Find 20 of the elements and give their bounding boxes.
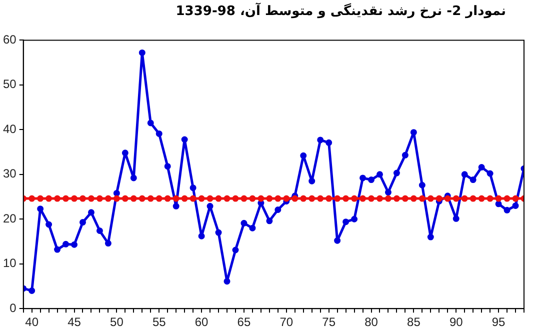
y-tick-label: 0 [10, 300, 17, 315]
x-tick-label: 55 [152, 315, 166, 330]
y-tick-label: 20 [2, 211, 17, 226]
y-tick-label: 10 [2, 256, 17, 270]
y-tick-label: 50 [2, 77, 17, 92]
x-tick-label: 65 [237, 315, 251, 330]
y-tick-label: 40 [2, 122, 17, 136]
x-tick-label: 80 [364, 315, 378, 330]
x-tick-label: 85 [407, 315, 421, 330]
chart-title: نمودار 2- نرخ رشد نقدینگی و متوسط آن، 98-1339 [176, 4, 506, 19]
x-tick-label: 90 [449, 315, 464, 330]
y-tick-label: 30 [2, 166, 17, 181]
x-tick-label: 95 [492, 315, 506, 330]
x-tick-label: 45 [68, 315, 82, 330]
x-tick-label: 50 [110, 315, 124, 330]
y-tick-label: 60 [2, 32, 17, 47]
x-tick-label: 60 [194, 315, 209, 330]
x-tick-label: 40 [25, 315, 39, 330]
x-tick-label: 70 [280, 315, 294, 330]
x-tick-label: 75 [322, 315, 336, 330]
